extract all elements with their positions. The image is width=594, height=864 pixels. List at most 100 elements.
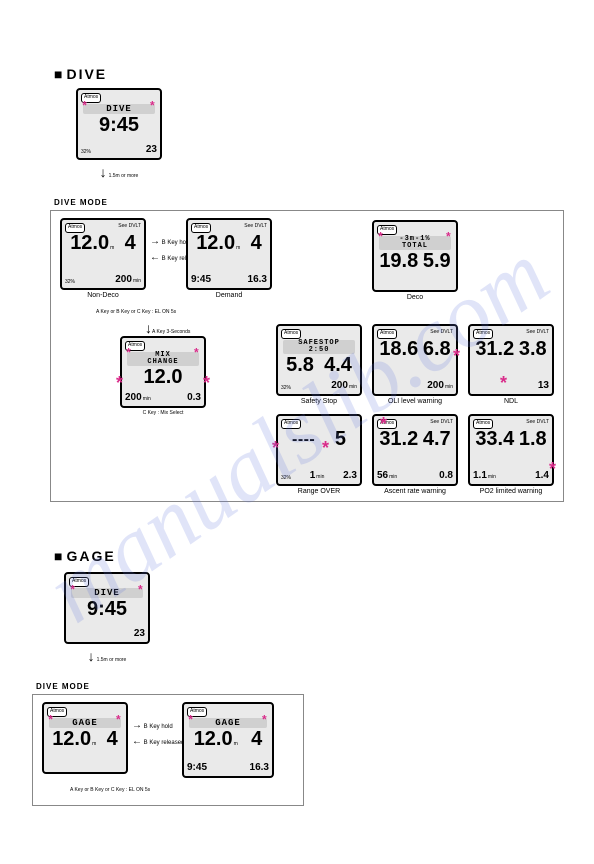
bot-value: 56 bbox=[377, 470, 388, 481]
brand-label: Atmos bbox=[281, 419, 301, 429]
lcd-ascent: AtmosSee DVLT 31.2 4.7 56min 0.8 * bbox=[372, 414, 458, 486]
val-a: 33.4 bbox=[475, 429, 514, 449]
po2-value: 0.3 bbox=[187, 392, 201, 403]
banner-dive: DIVE bbox=[71, 588, 143, 598]
pct-value: 32% bbox=[81, 149, 91, 155]
val-a: 31.2 bbox=[475, 339, 514, 359]
val: 4 bbox=[251, 729, 262, 749]
caption-ascent: Ascent rate warning bbox=[372, 488, 458, 495]
caption-nondeco: Non-Deco bbox=[60, 292, 146, 299]
banner-dive: DIVE bbox=[83, 104, 155, 114]
brand-label: Atmos bbox=[281, 329, 301, 339]
po2-value: 16.3 bbox=[248, 274, 267, 285]
down-arrow-icon: ↓ bbox=[88, 648, 95, 664]
temp-value: 23 bbox=[146, 144, 157, 155]
section-title-gage: GAGE bbox=[54, 548, 116, 564]
depth-value: 12.0 bbox=[70, 232, 109, 254]
ndl-value: 4 bbox=[251, 232, 262, 254]
small-value: 13 bbox=[538, 380, 549, 391]
lcd-oli: AtmosSee DVLT 18.6 6.8 200min * bbox=[372, 324, 458, 396]
flash-icon: * bbox=[272, 438, 279, 459]
akey3s-note: ↓A Key 3-Seconds bbox=[145, 320, 190, 336]
bot-value: 200 bbox=[125, 392, 142, 403]
lcd-deco: Atmos ‑3m‑1%TOTAL 19.8 5.9 bbox=[372, 220, 458, 292]
po2-value: 1.4 bbox=[535, 470, 549, 481]
pct-value: 32% bbox=[65, 279, 75, 285]
banner-mix: MIXCHANGE bbox=[127, 352, 199, 366]
lcd-nondeco: AtmosSee DVLT 12.0m 4 32% 200min bbox=[60, 218, 146, 290]
caption-rangeover: Range OVER bbox=[276, 488, 362, 495]
flash-icon: * bbox=[549, 459, 556, 480]
bot-value: 200 bbox=[115, 274, 132, 285]
ckey-note: C Key : Mix Select bbox=[120, 410, 206, 416]
caption-ndl: NDL bbox=[468, 398, 554, 405]
po2-value: 16.3 bbox=[250, 762, 269, 773]
transition-text: 1.5m or more bbox=[109, 173, 139, 179]
key-hold-text: B Key hold bbox=[144, 724, 173, 730]
ndl-value: 4 bbox=[125, 232, 136, 254]
banner-gage: GAGE bbox=[189, 718, 267, 728]
caption-po2: PO2 limited warning bbox=[468, 488, 554, 495]
lcd-safetystop: Atmos SAFESTOP2:50 5.8 4.4 32% 200min bbox=[276, 324, 362, 396]
gage-mode-subtitle: DIVE MODE bbox=[36, 682, 90, 691]
abc-key-note: A Key or B Key or C Key : EL ON 5s bbox=[70, 786, 150, 793]
depth-value: 12.0 bbox=[196, 232, 235, 254]
section-title-dive: DIVE bbox=[54, 66, 107, 82]
dash-icon: - - - - bbox=[292, 431, 313, 449]
transition-text: 1.5m or more bbox=[97, 657, 127, 663]
lcd-rangeover: Atmos - - - - 5 32% 1min 2.3 * * bbox=[276, 414, 362, 486]
lcd-demand: AtmosSee DVLT 12.0m 4 9:45 16.3 bbox=[186, 218, 272, 290]
depth-value: 12.0 bbox=[194, 728, 233, 750]
val-b: 4.7 bbox=[423, 429, 451, 449]
time-value: 1 bbox=[310, 470, 316, 481]
caption-oli: OLI level warning bbox=[372, 398, 458, 405]
temp-value: 23 bbox=[134, 628, 145, 639]
down-arrow-icon: ↓ bbox=[100, 164, 107, 180]
ndl-value: 5 bbox=[335, 429, 346, 449]
time-value: 9:45 bbox=[187, 762, 207, 773]
pct-value: 32% bbox=[281, 475, 291, 481]
time-value: 9:45 bbox=[191, 274, 211, 285]
val: 4 bbox=[107, 729, 118, 749]
flash-icon: * bbox=[203, 373, 210, 394]
flash-icon: * bbox=[116, 373, 123, 394]
val-b: 6.8 bbox=[423, 339, 451, 359]
lcd-dive-surface: Atmos DIVE 9:45 32% 23 bbox=[76, 88, 162, 160]
flash-icon: * bbox=[322, 438, 329, 459]
po2-value: 0.8 bbox=[439, 470, 453, 481]
lcd-gage-b: Atmos GAGE 12.0m 4 9:45 16.3 bbox=[182, 702, 274, 778]
depth-value: 12.0 bbox=[52, 728, 91, 750]
val-a: 18.6 bbox=[379, 339, 418, 359]
bot-value: 200 bbox=[427, 380, 444, 391]
val-a: 19.8 bbox=[379, 251, 418, 271]
lcd-mixchange: Atmos MIXCHANGE 12.0 200min 0.3 * * bbox=[120, 336, 206, 408]
caption-deco: Deco bbox=[372, 294, 458, 301]
flash-icon: * bbox=[380, 414, 387, 435]
lcd-po2: AtmosSee DVLT 33.4 1.8 1.1min 1.4 * bbox=[468, 414, 554, 486]
banner-total: ‑3m‑1%TOTAL bbox=[379, 236, 451, 250]
val-b: 1.8 bbox=[519, 429, 547, 449]
val-b: 5.9 bbox=[423, 251, 451, 271]
temp-value: 2.3 bbox=[343, 470, 357, 481]
pct-value: 32% bbox=[281, 385, 291, 391]
key-released-text: B Key released bbox=[144, 740, 185, 746]
dive-mode-subtitle: DIVE MODE bbox=[54, 198, 108, 207]
banner-gage: GAGE bbox=[49, 718, 121, 728]
time-value: 9:45 bbox=[99, 115, 139, 135]
flash-icon: * bbox=[453, 346, 460, 367]
depth-value: 5.8 bbox=[286, 355, 314, 375]
key-arrows: → B Key hold ← B Key released bbox=[132, 718, 184, 750]
lcd-ndl: AtmosSee DVLT 31.2 3.8 13 * bbox=[468, 324, 554, 396]
caption-safetystop: Safety Stop bbox=[276, 398, 362, 405]
time-value: 9:45 bbox=[87, 599, 127, 619]
bot-value: 200 bbox=[331, 380, 348, 391]
depth-value: 12.0 bbox=[144, 367, 183, 387]
val-b: 3.8 bbox=[519, 339, 547, 359]
lcd-gage-a: Atmos GAGE 12.0m 4 bbox=[42, 702, 128, 774]
flash-icon: * bbox=[500, 373, 507, 394]
time-value: 1.1 bbox=[473, 470, 487, 481]
caption-demand: Demand bbox=[186, 292, 272, 299]
lcd-gage-surface: Atmos DIVE 9:45 23 bbox=[64, 572, 150, 644]
val: 4.4 bbox=[324, 355, 352, 375]
abc-key-note: A Key or B Key or C Key : EL ON 5s bbox=[96, 308, 176, 315]
